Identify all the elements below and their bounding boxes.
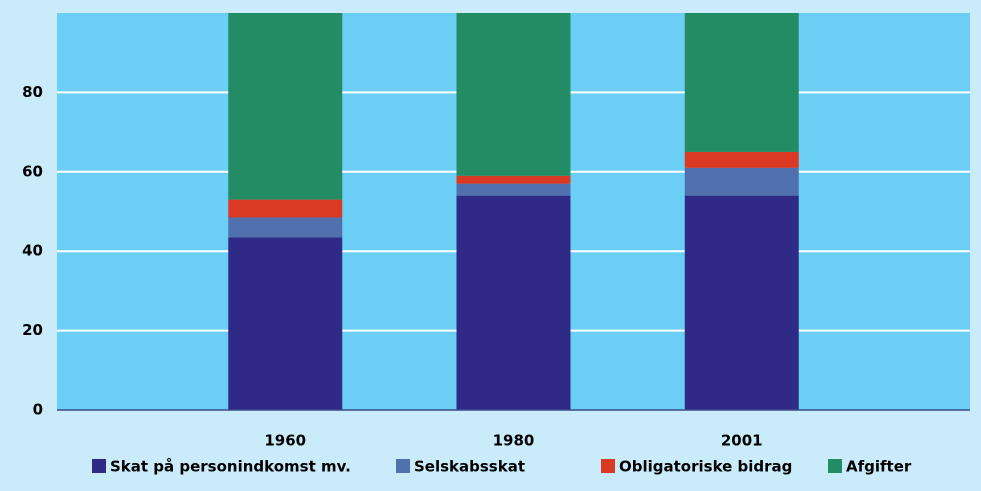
x-tick-label: 1980 (493, 432, 535, 450)
legend-label: Selskabsskat (414, 458, 525, 476)
bar-segment (684, 151, 799, 168)
legend-swatch (92, 459, 106, 473)
bar-segment (228, 237, 343, 410)
bar-segment (228, 217, 343, 238)
y-tick-label: 80 (22, 83, 43, 101)
y-tick-label: 20 (22, 321, 43, 339)
bar-segment (228, 199, 343, 218)
bar-segment (456, 195, 571, 410)
legend-swatch (396, 459, 410, 473)
x-tick-label: 2001 (721, 432, 763, 450)
bar-segment (456, 183, 571, 196)
bar-segment (456, 175, 571, 184)
y-tick-label: 40 (22, 242, 43, 260)
x-tick-label: 1960 (264, 432, 306, 450)
bar-segment (684, 195, 799, 410)
legend-label: Afgifter (846, 458, 912, 476)
bar-segment (684, 13, 799, 152)
legend-swatch (828, 459, 842, 473)
y-tick-label: 60 (22, 162, 43, 180)
bar-segment (228, 13, 343, 200)
legend-label: Obligatoriske bidrag (619, 458, 792, 476)
legend-swatch (601, 459, 615, 473)
bar-segment (456, 13, 571, 176)
y-tick-label: 0 (33, 401, 43, 419)
bar-segment (684, 167, 799, 196)
legend-label: Skat på personindkomst mv. (110, 458, 351, 476)
